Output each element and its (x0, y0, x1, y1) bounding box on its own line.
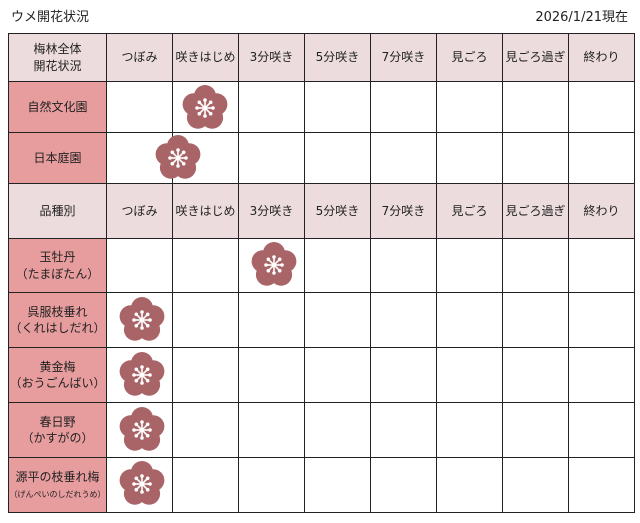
plum-blossom-icon (117, 405, 167, 455)
table-row: 玉牡丹 （たまぼたん） (8, 238, 635, 293)
stage-header: 見ごろ (436, 183, 503, 239)
variety-header: 品種別 (8, 183, 107, 239)
row-label: 自然文化園 (8, 81, 107, 133)
stage-header: 3分咲き (238, 33, 305, 82)
stage-header: 終わり (568, 33, 635, 82)
variety-header-row: 品種別 つぼみ 咲きはじめ 3分咲き 5分咲き 7分咲き 見ごろ 見ごろ過ぎ 終わり (8, 183, 635, 239)
stage-header: 7分咲き (370, 183, 437, 239)
stage-header: 見ごろ過ぎ (502, 183, 569, 239)
row-label: 源平の枝垂れ梅 （げんぺいのしだれうめ） (8, 457, 107, 513)
row-label: 玉牡丹 （たまぼたん） (8, 238, 107, 293)
plum-blossom-icon (180, 83, 230, 133)
row-label: 黄金梅 （おうごんばい） (8, 347, 107, 403)
table-row: 黄金梅 （おうごんばい） (8, 347, 635, 403)
table-row: 自然文化園 (8, 81, 635, 133)
overall-header-row: 梅林全体 開花状況 つぼみ 咲きはじめ 3分咲き 5分咲き 7分咲き 見ごろ 見ごろ過ぎ 終わり (8, 33, 635, 82)
table-row: 日本庭園 (8, 132, 635, 184)
plum-blossom-icon (117, 350, 167, 400)
row-label: 呉服枝垂れ （くれはしだれ） (8, 292, 107, 348)
overall-header: 梅林全体 開花状況 (8, 33, 107, 82)
table-row: 春日野 （かすがの） (8, 402, 635, 458)
bloom-status-table: 梅林全体 開花状況 つぼみ 咲きはじめ 3分咲き 5分咲き 7分咲き 見ごろ 見ごろ過ぎ 終わり… (8, 33, 635, 513)
plum-blossom-icon (153, 133, 203, 183)
stage-header: 見ごろ過ぎ (502, 33, 569, 82)
plum-blossom-icon (117, 459, 167, 509)
stage-header: 3分咲き (238, 183, 305, 239)
row-label: 春日野 （かすがの） (8, 402, 107, 458)
plum-blossom-icon (117, 295, 167, 345)
table-row: 源平の枝垂れ梅 （げんぺいのしだれうめ） (8, 457, 635, 513)
stage-header: 咲きはじめ (172, 33, 239, 82)
row-label: 日本庭園 (8, 132, 107, 184)
stage-header: つぼみ (106, 33, 173, 82)
plum-blossom-icon (249, 240, 299, 290)
stage-header: 5分咲き (304, 183, 371, 239)
stage-header: 咲きはじめ (172, 183, 239, 239)
stage-header: 見ごろ (436, 33, 503, 82)
stage-header: 終わり (568, 183, 635, 239)
stage-header: 7分咲き (370, 33, 437, 82)
stage-header: つぼみ (106, 183, 173, 239)
page-title: ウメ開花状況 (11, 10, 90, 25)
table-row: 呉服枝垂れ （くれはしだれ） (8, 292, 635, 348)
stage-header: 5分咲き (304, 33, 371, 82)
date-label: 2026/1/21現在 (535, 10, 628, 25)
